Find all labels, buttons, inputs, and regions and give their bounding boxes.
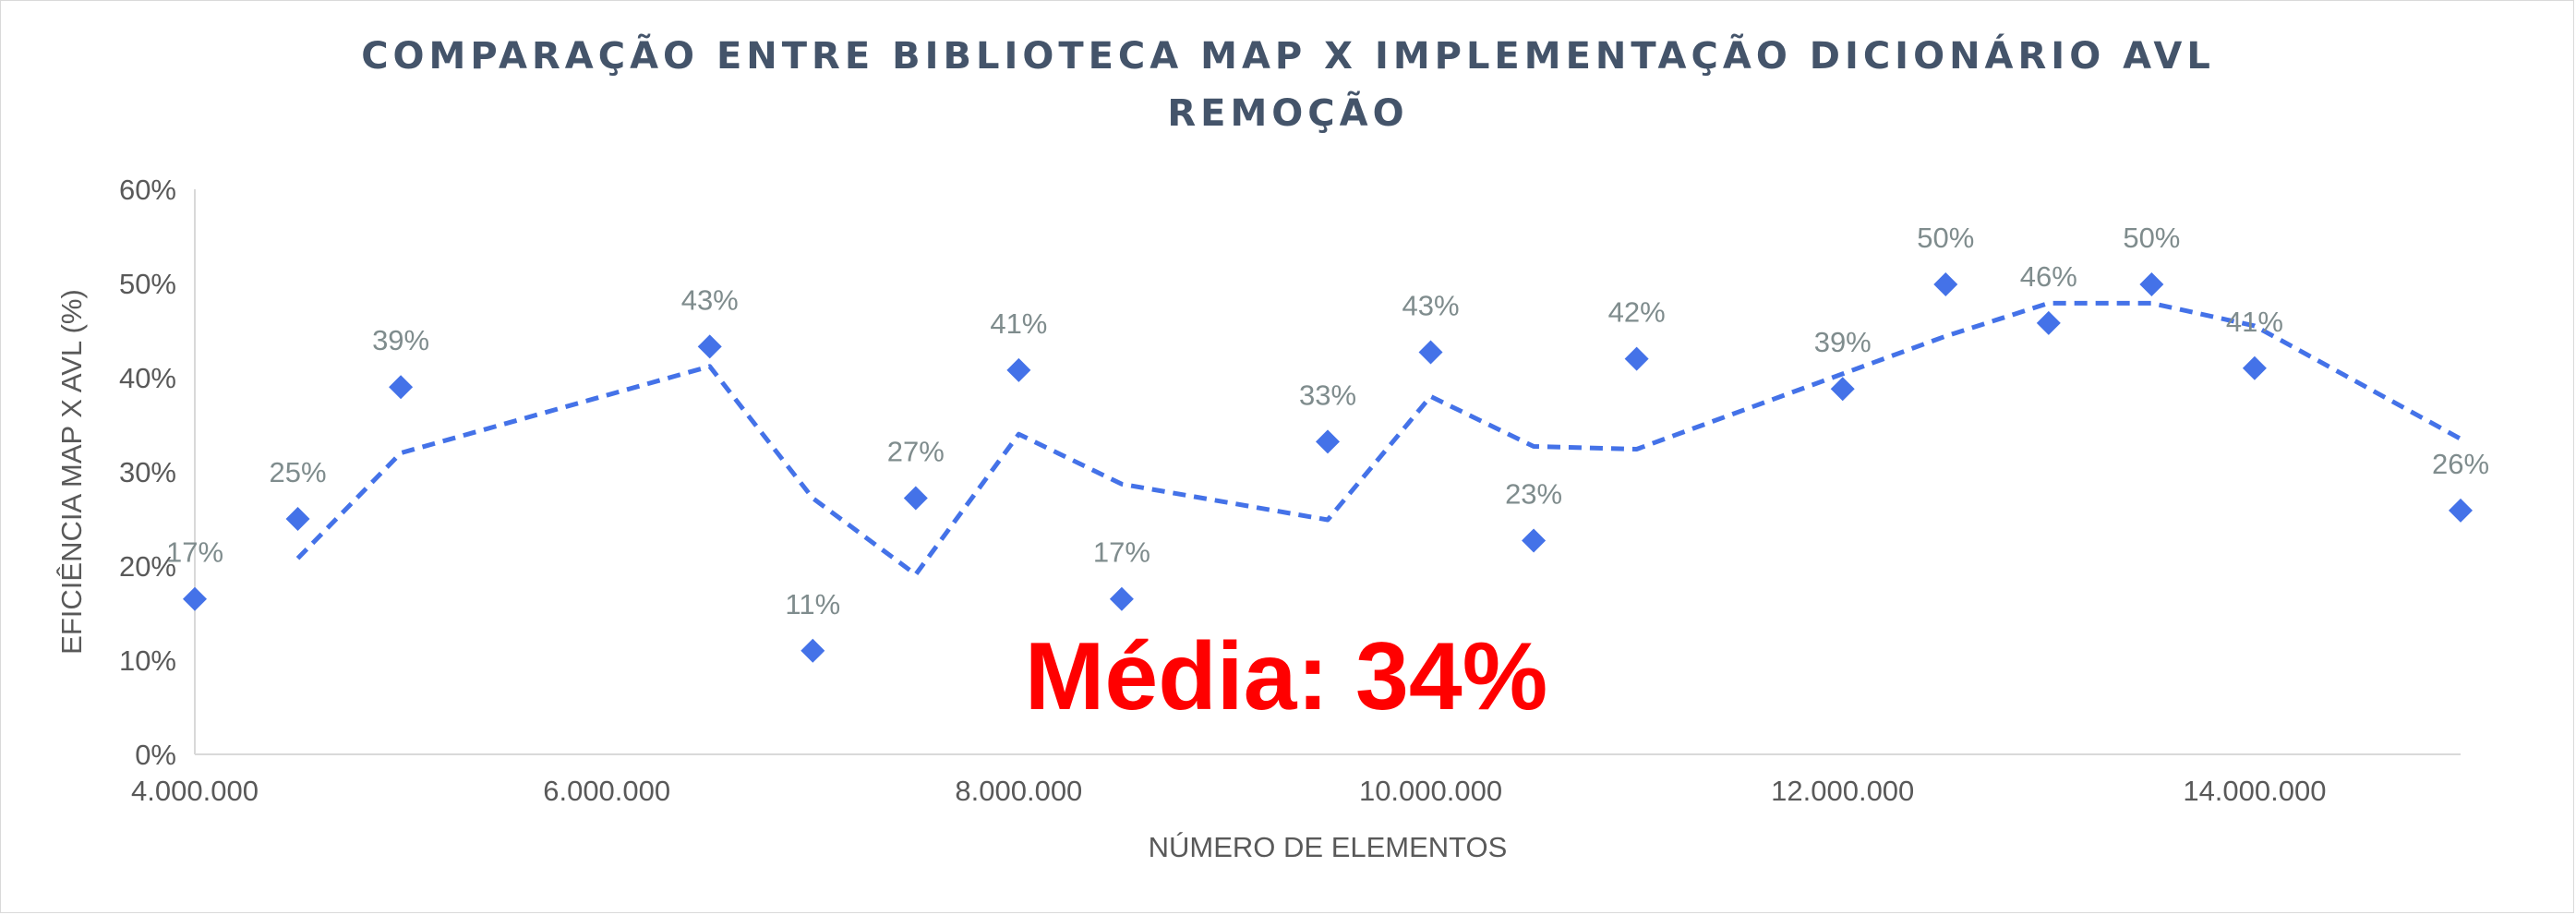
x-tick-label: 8.000.000: [955, 775, 1082, 807]
data-point: [2449, 498, 2473, 523]
data-point: [2139, 272, 2164, 297]
data-point: [2242, 355, 2267, 380]
average-annotation: Média: 34%: [1025, 623, 1547, 730]
data-label: 25%: [270, 456, 327, 488]
data-label: 41%: [2226, 306, 2283, 338]
y-tick-label: 50%: [119, 268, 176, 300]
x-tick-label: 10.000.000: [1359, 775, 1502, 807]
x-tick-label: 14.000.000: [2183, 775, 2326, 807]
data-point: [1316, 429, 1340, 454]
data-label: 42%: [1608, 296, 1666, 329]
y-tick-label: 0%: [135, 739, 176, 771]
x-tick-label: 12.000.000: [1771, 775, 1914, 807]
data-point: [800, 638, 825, 663]
data-point: [1522, 528, 1547, 553]
trendline-layer: [295, 300, 2462, 577]
x-axis-label: NÚMERO DE ELEMENTOS: [1149, 831, 1508, 863]
data-label: 43%: [681, 283, 739, 316]
chart-subtitle: REMOÇÃO: [1167, 92, 1409, 135]
data-label: 23%: [1505, 477, 1562, 510]
data-labels-layer: 17% 25% 39% 43% 11% 27% 41% 17% 33% 43% 23% 42% 39% 5…: [166, 222, 2489, 620]
data-label: 39%: [372, 324, 429, 356]
data-label: 50%: [1917, 222, 1974, 254]
data-point: [1006, 357, 1031, 382]
data-label: 43%: [1402, 289, 1460, 321]
x-tick-label: 6.000.000: [543, 775, 670, 807]
data-label: 17%: [1093, 536, 1150, 569]
data-label: 33%: [1299, 379, 1356, 411]
data-label: 39%: [1814, 326, 1872, 358]
y-axis-label: EFICIÊNCIA MAP X AVL (%): [55, 289, 88, 655]
data-point: [1830, 377, 1855, 402]
data-label: 27%: [887, 436, 945, 468]
y-tick-label: 10%: [119, 644, 176, 677]
y-tick-label: 20%: [119, 550, 176, 583]
y-tick-label: 60%: [119, 174, 176, 206]
data-point: [2036, 310, 2061, 335]
x-tick-label: 4.000.000: [131, 775, 259, 807]
trendline: [295, 300, 2462, 577]
data-point: [1418, 340, 1443, 365]
y-tick-label: 30%: [119, 456, 176, 488]
data-point: [697, 334, 722, 359]
data-point: [1624, 346, 1649, 371]
data-point: [389, 375, 414, 400]
data-point: [183, 586, 207, 611]
data-label: 50%: [2123, 222, 2180, 254]
axes: 0% 10% 20% 30% 40% 50% 60% 4.000.000 6.000.000 8.…: [119, 174, 2461, 807]
y-tick-label: 40%: [119, 362, 176, 394]
data-point: [903, 486, 928, 511]
data-point: [1933, 272, 1958, 297]
points-layer: [183, 272, 2473, 663]
data-label: 11%: [785, 588, 840, 620]
chart-title: COMPARAÇÃO ENTRE BIBLIOTECA MAP X IMPLEM…: [361, 35, 2215, 78]
data-point: [285, 507, 310, 531]
data-label: 41%: [990, 307, 1047, 340]
data-label: 26%: [2432, 448, 2489, 480]
data-point: [1109, 586, 1134, 611]
data-label: 17%: [166, 536, 223, 569]
data-label: 46%: [2020, 260, 2077, 293]
